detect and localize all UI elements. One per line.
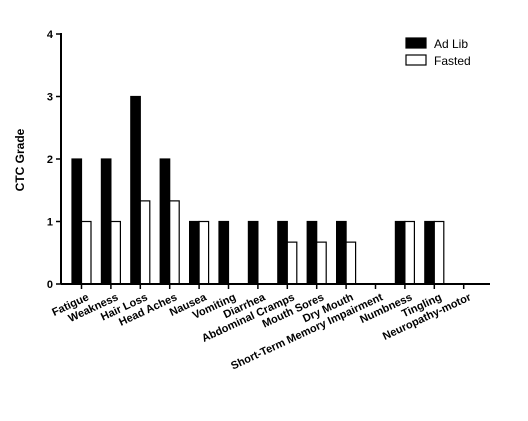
bar-fasted-4 bbox=[198, 220, 210, 285]
legend-label-0: Ad Lib bbox=[434, 37, 468, 51]
bar-adlib-5 bbox=[218, 220, 230, 285]
bar-adlib-7 bbox=[277, 220, 288, 285]
bar-adlib-2 bbox=[130, 95, 141, 285]
bar-fasted-0 bbox=[80, 220, 92, 285]
bar-fasted-1 bbox=[110, 220, 122, 285]
bar-fasted-7 bbox=[286, 241, 298, 285]
bar-adlib-9 bbox=[336, 220, 347, 285]
bar-fasted-3 bbox=[169, 200, 180, 285]
y-tick-label-2: 2 bbox=[47, 154, 53, 166]
bar-fasted-8 bbox=[316, 241, 327, 285]
legend-swatch-1 bbox=[405, 54, 427, 66]
y-axis-label: CTC Grade bbox=[13, 128, 27, 191]
bar-adlib-8 bbox=[306, 220, 318, 285]
y-tick-label-0: 0 bbox=[47, 279, 53, 291]
bar-fasted-11 bbox=[404, 220, 415, 285]
legend-swatch-0 bbox=[405, 37, 427, 49]
bar-fasted-9 bbox=[345, 241, 357, 285]
bar-fasted-12 bbox=[433, 220, 445, 285]
bar-adlib-1 bbox=[100, 158, 112, 285]
bar-adlib-0 bbox=[71, 158, 83, 285]
y-tick-label-4: 4 bbox=[47, 29, 54, 41]
y-tick-label-3: 3 bbox=[47, 92, 53, 104]
legend-label-1: Fasted bbox=[434, 54, 471, 68]
bar-adlib-11 bbox=[394, 220, 406, 285]
bar-fasted-2 bbox=[139, 200, 151, 285]
bar-adlib-3 bbox=[159, 158, 171, 285]
bar-adlib-6 bbox=[247, 220, 259, 285]
bar-adlib-12 bbox=[424, 220, 435, 285]
y-tick-label-1: 1 bbox=[47, 217, 53, 229]
bar-adlib-4 bbox=[189, 220, 200, 285]
